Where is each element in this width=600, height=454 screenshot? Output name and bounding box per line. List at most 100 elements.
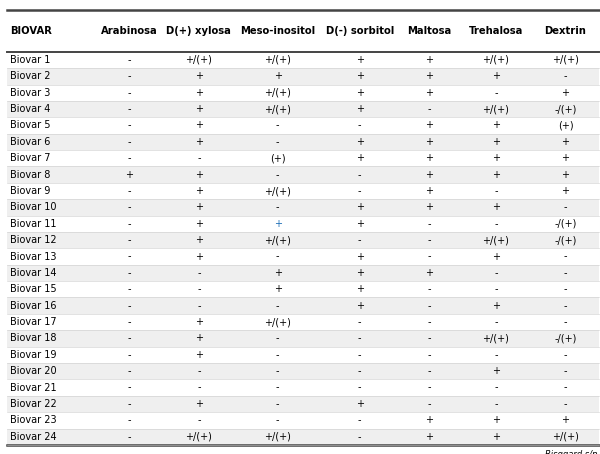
- Text: Biovar 8: Biovar 8: [10, 170, 50, 180]
- Text: +: +: [562, 170, 569, 180]
- Text: Bisggard s/p: Bisggard s/p: [545, 450, 598, 454]
- Text: +/(+): +/(+): [185, 432, 212, 442]
- Text: -: -: [128, 317, 131, 327]
- Text: +: +: [195, 202, 203, 212]
- Text: +/(+): +/(+): [482, 104, 509, 114]
- Text: Biovar 19: Biovar 19: [10, 350, 57, 360]
- Text: +: +: [356, 55, 364, 65]
- Text: D(+) xylosa: D(+) xylosa: [166, 26, 231, 36]
- Bar: [7, 117, 599, 133]
- Text: -: -: [128, 284, 131, 294]
- Text: -: -: [428, 399, 431, 409]
- Text: +: +: [274, 268, 282, 278]
- Text: +: +: [195, 137, 203, 147]
- Text: +: +: [195, 333, 203, 343]
- Text: -: -: [428, 301, 431, 311]
- Text: +: +: [425, 268, 433, 278]
- Bar: [7, 84, 599, 101]
- Text: -: -: [428, 235, 431, 245]
- Text: -: -: [428, 350, 431, 360]
- Text: +: +: [356, 252, 364, 262]
- Text: +: +: [425, 88, 433, 98]
- Text: Biovar 5: Biovar 5: [10, 120, 50, 130]
- Text: D(-) sorbitol: D(-) sorbitol: [326, 26, 394, 36]
- Text: +: +: [492, 170, 500, 180]
- Text: -: -: [428, 333, 431, 343]
- Text: -: -: [564, 252, 567, 262]
- Text: Biovar 4: Biovar 4: [10, 104, 50, 114]
- Text: -: -: [428, 104, 431, 114]
- Bar: [7, 412, 599, 429]
- Text: +: +: [195, 104, 203, 114]
- Text: Biovar 13: Biovar 13: [10, 252, 57, 262]
- Text: +: +: [492, 71, 500, 81]
- Text: +: +: [356, 399, 364, 409]
- Text: -: -: [276, 137, 280, 147]
- Text: -: -: [128, 235, 131, 245]
- Text: +/(+): +/(+): [482, 333, 509, 343]
- Text: +: +: [492, 153, 500, 163]
- Text: +/(+): +/(+): [185, 55, 212, 65]
- Text: -: -: [128, 71, 131, 81]
- Text: -: -: [128, 252, 131, 262]
- Text: +/(+): +/(+): [264, 104, 291, 114]
- Text: +: +: [195, 235, 203, 245]
- Text: Biovar 22: Biovar 22: [10, 399, 57, 409]
- Text: +: +: [195, 219, 203, 229]
- Text: -: -: [494, 88, 497, 98]
- Text: -: -: [564, 350, 567, 360]
- Bar: [7, 101, 599, 117]
- Text: -: -: [276, 399, 280, 409]
- Text: +: +: [425, 71, 433, 81]
- Text: +: +: [562, 186, 569, 196]
- Text: -: -: [494, 399, 497, 409]
- Text: -: -: [358, 170, 361, 180]
- Text: -: -: [128, 202, 131, 212]
- Text: -: -: [128, 350, 131, 360]
- Text: +: +: [274, 71, 282, 81]
- Text: Biovar 9: Biovar 9: [10, 186, 50, 196]
- Text: -: -: [128, 55, 131, 65]
- Text: +: +: [492, 415, 500, 425]
- Text: +: +: [356, 301, 364, 311]
- Text: -: -: [276, 301, 280, 311]
- Text: Biovar 17: Biovar 17: [10, 317, 57, 327]
- Text: +: +: [125, 170, 134, 180]
- Text: +: +: [356, 71, 364, 81]
- Text: +: +: [274, 284, 282, 294]
- Text: -: -: [428, 317, 431, 327]
- Text: -: -: [197, 268, 200, 278]
- Bar: [7, 314, 599, 330]
- Text: -: -: [358, 366, 361, 376]
- Text: -: -: [276, 252, 280, 262]
- Text: +: +: [425, 186, 433, 196]
- Text: +: +: [274, 219, 282, 229]
- Text: -: -: [564, 317, 567, 327]
- Text: -: -: [128, 186, 131, 196]
- Text: -: -: [197, 284, 200, 294]
- Text: -: -: [494, 383, 497, 393]
- Bar: [7, 281, 599, 297]
- Text: +: +: [195, 350, 203, 360]
- Text: +: +: [195, 186, 203, 196]
- Text: +: +: [425, 153, 433, 163]
- Bar: [7, 199, 599, 216]
- Text: (+): (+): [558, 120, 574, 130]
- Text: -: -: [564, 399, 567, 409]
- Text: -/(+): -/(+): [554, 333, 577, 343]
- Bar: [7, 183, 599, 199]
- Text: -: -: [494, 350, 497, 360]
- Text: +/(+): +/(+): [264, 235, 291, 245]
- Text: -: -: [276, 170, 280, 180]
- Text: Biovar 18: Biovar 18: [10, 333, 57, 343]
- Text: Biovar 3: Biovar 3: [10, 88, 50, 98]
- Text: +: +: [425, 137, 433, 147]
- Text: -: -: [276, 415, 280, 425]
- Text: -: -: [197, 383, 200, 393]
- Bar: [7, 167, 599, 183]
- Text: -/(+): -/(+): [554, 104, 577, 114]
- Bar: [7, 347, 599, 363]
- Text: -: -: [428, 284, 431, 294]
- Text: +: +: [492, 120, 500, 130]
- Text: +: +: [356, 268, 364, 278]
